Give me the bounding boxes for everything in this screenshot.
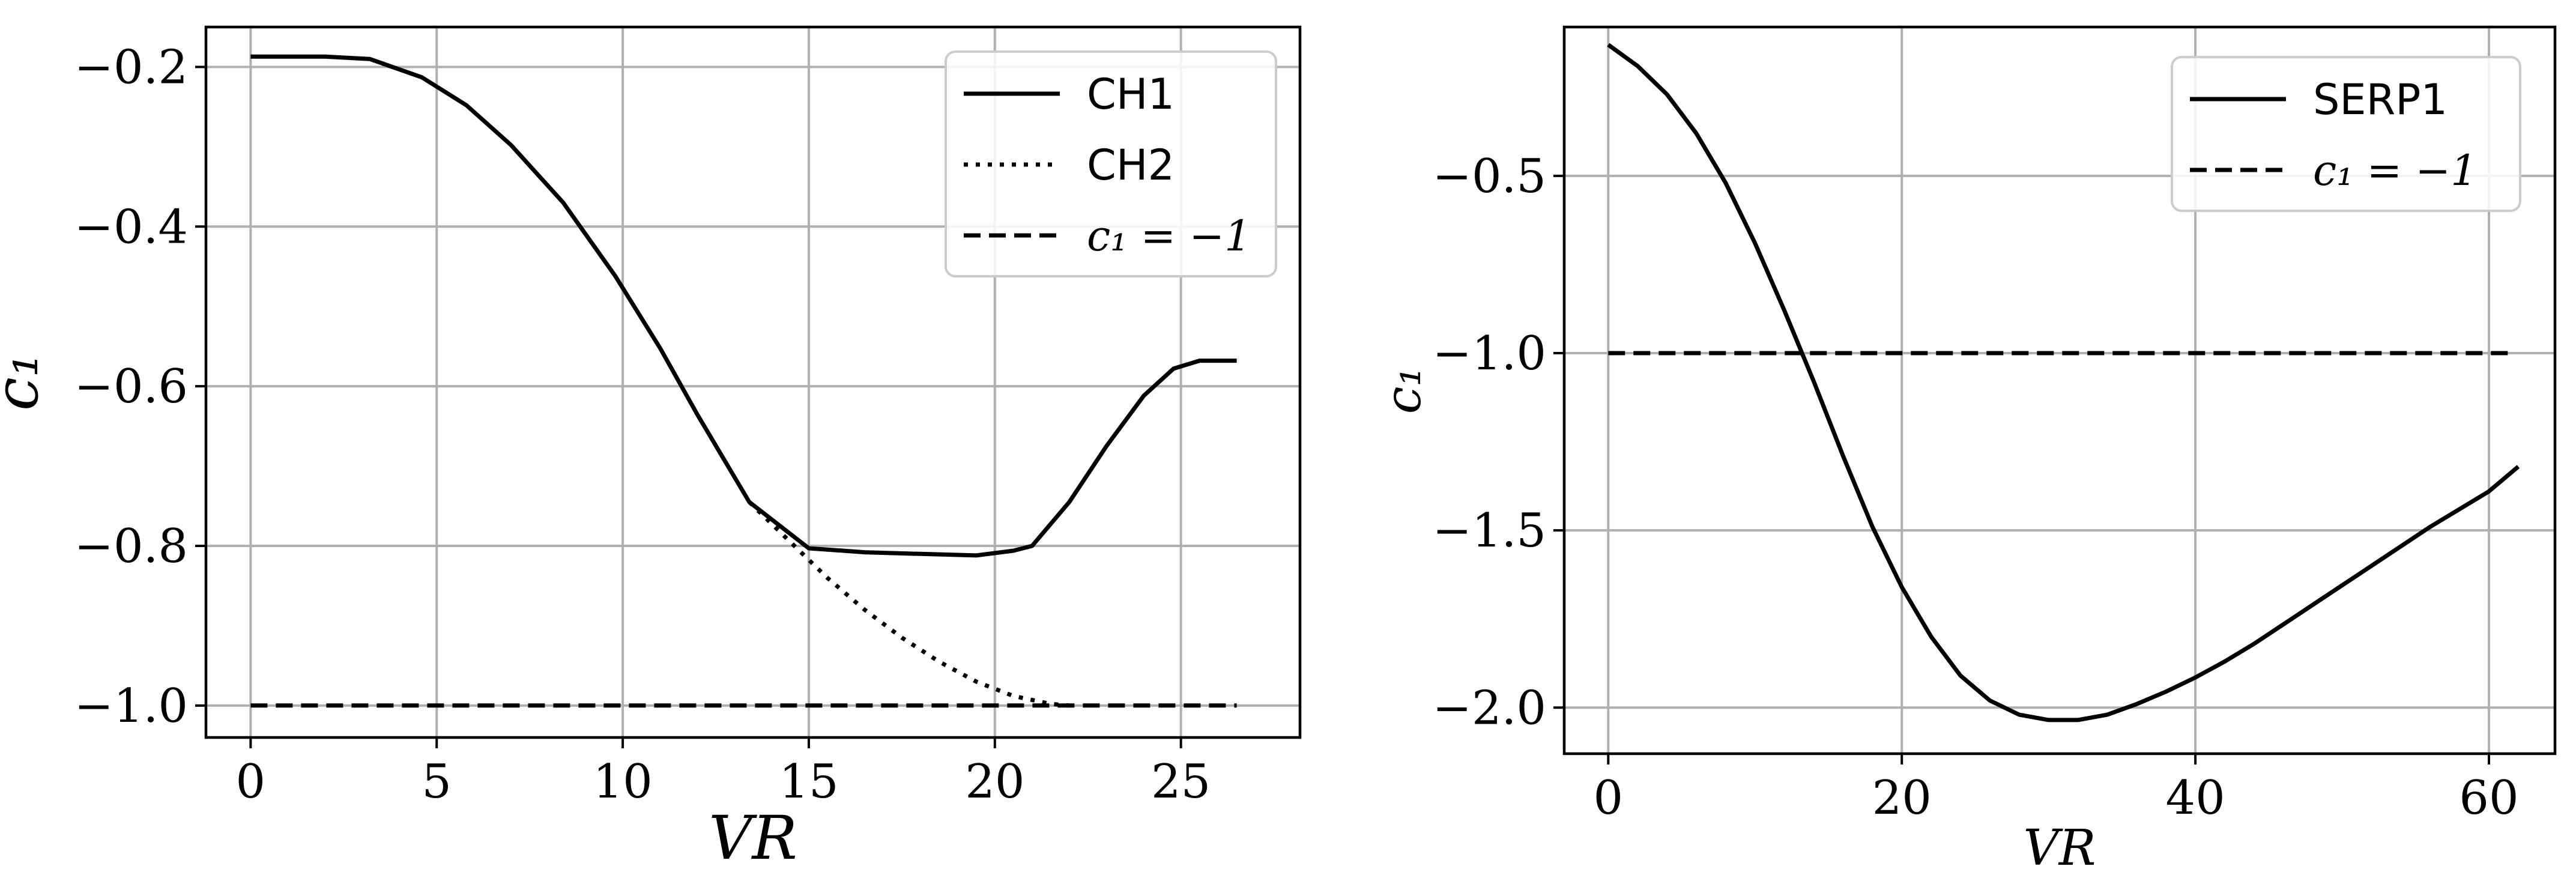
legend: CH1 CH2 c₁ = −1: [945, 50, 1277, 277]
chart-2: 0 20 40 60 −0.5 −1.0 −1.5 −2.0 VR c₁ SERP1 c₁ = −1: [1375, 25, 2557, 877]
legend-label-1: SERP1: [2313, 75, 2448, 124]
y-tick-label: −0.4: [74, 200, 188, 254]
x-axis-label: VR: [2024, 820, 2096, 877]
y-tick-label: −1.0: [74, 679, 188, 733]
chart-1: 0 5 10 15 20 25 −0.2 −0.4 −0.6 −0.8 −1.0 VR c₁ CH1 CH2…: [0, 25, 1302, 873]
x-axis-label: VR: [709, 803, 797, 873]
x-tick-label: 25: [1151, 755, 1211, 809]
legend: SERP1 c₁ = −1: [2171, 56, 2521, 212]
legend-label-1: CH1: [1087, 70, 1175, 119]
y-tick-label: −0.2: [74, 40, 188, 94]
legend-label-2: c₁ = −1: [2313, 146, 2478, 195]
series-line-2: [748, 500, 1070, 708]
legend-label-2: CH2: [1087, 141, 1175, 190]
y-axis-label: c₁: [1375, 367, 1432, 414]
y-tick-label: −1.0: [1433, 327, 1546, 381]
series-line-1: [1607, 43, 2520, 722]
legend-box: [945, 50, 1277, 277]
x-tick-label: 15: [779, 755, 838, 809]
x-tick-label: 0: [1594, 771, 1624, 825]
x-tick-label: 0: [236, 755, 266, 809]
legend-label-3: c₁ = −1: [1087, 211, 1251, 261]
y-tick-label: −0.5: [1433, 150, 1546, 204]
plot-frame: [204, 25, 1302, 739]
x-tick-label: 5: [422, 755, 452, 809]
x-tick-label: 40: [2165, 771, 2225, 825]
plot-frame: [1562, 25, 2557, 755]
y-tick-label: −0.8: [74, 519, 188, 574]
legend-box: [2171, 56, 2521, 212]
y-tick-label: −2.0: [1433, 681, 1546, 735]
x-tick-label: 10: [593, 755, 652, 809]
x-tick-label: 20: [1872, 771, 1932, 825]
y-axis-label: c₁: [0, 353, 52, 411]
x-tick-label: 60: [2459, 771, 2518, 825]
y-tick-label: −0.6: [74, 360, 188, 414]
y-tick-label: −1.5: [1433, 504, 1546, 558]
x-tick-label: 20: [965, 755, 1024, 809]
series-line-1: [250, 54, 1237, 558]
